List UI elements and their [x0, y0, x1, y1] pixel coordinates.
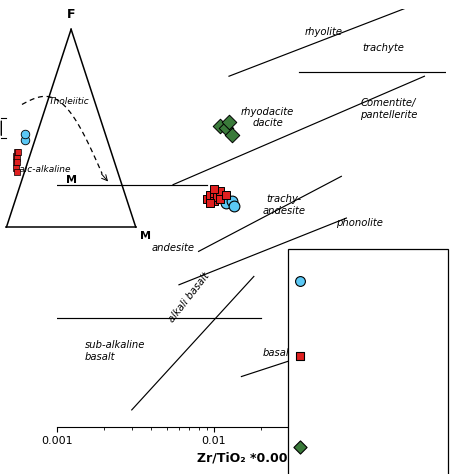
Point — [14, 154, 21, 162]
Point — [228, 198, 236, 205]
Point — [21, 136, 28, 144]
Point — [225, 118, 233, 126]
Point — [217, 122, 224, 130]
Text: M: M — [66, 175, 77, 185]
Point — [207, 200, 214, 207]
Text: rhyodacite
dacite: rhyodacite dacite — [241, 107, 294, 128]
Point — [14, 148, 22, 156]
Point — [14, 158, 21, 165]
Text: M: M — [140, 231, 151, 241]
Text: basalt/trachyte/nephelinite: basalt/trachyte/nephelinite — [263, 348, 398, 358]
Text: andesite: andesite — [151, 244, 194, 254]
Text: Tholeiitic: Tholeiitic — [48, 98, 89, 107]
Point — [210, 198, 218, 205]
Point — [13, 148, 20, 156]
Text: phonolite: phonolite — [336, 219, 383, 228]
FancyBboxPatch shape — [288, 249, 447, 474]
Text: Eşelek volca
(Middle Mio: Eşelek volca (Middle Mio — [315, 271, 381, 290]
Text: rhyolite: rhyolite — [304, 27, 342, 36]
Point — [217, 187, 224, 195]
Point — [213, 193, 221, 201]
Point — [210, 189, 218, 197]
Point — [222, 125, 230, 132]
Point — [203, 195, 210, 203]
Point — [222, 200, 230, 207]
Point — [228, 131, 236, 138]
Point — [230, 202, 238, 210]
Point — [217, 195, 224, 203]
Text: Dağiçitepe v
rocks (Lowe
Eocene): Dağiçitepe v rocks (Lowe Eocene) — [315, 433, 382, 462]
Point — [21, 130, 29, 138]
Text: trachyte: trachyte — [362, 43, 404, 53]
Point — [12, 158, 20, 165]
Text: alkali basalt: alkali basalt — [167, 271, 212, 324]
Text: trachy-
andesite: trachy- andesite — [263, 194, 305, 216]
Point — [12, 152, 19, 160]
Point — [13, 168, 20, 175]
Text: Comentite/
pantellerite: Comentite/ pantellerite — [360, 98, 417, 120]
Point — [207, 191, 214, 199]
Text: sub-alkaline
basalt: sub-alkaline basalt — [84, 340, 145, 362]
Point — [12, 164, 20, 172]
Text: F: F — [67, 9, 75, 21]
Point — [210, 185, 218, 192]
Text: Gökçeada a
lava/domes (
Oligocene): Gökçeada a lava/domes ( Oligocene) — [315, 341, 384, 371]
X-axis label: Zr/TiO₂ *0.0001: Zr/TiO₂ *0.0001 — [197, 452, 305, 465]
Text: Calc-alkaline: Calc-alkaline — [14, 164, 72, 173]
Point — [222, 191, 230, 199]
